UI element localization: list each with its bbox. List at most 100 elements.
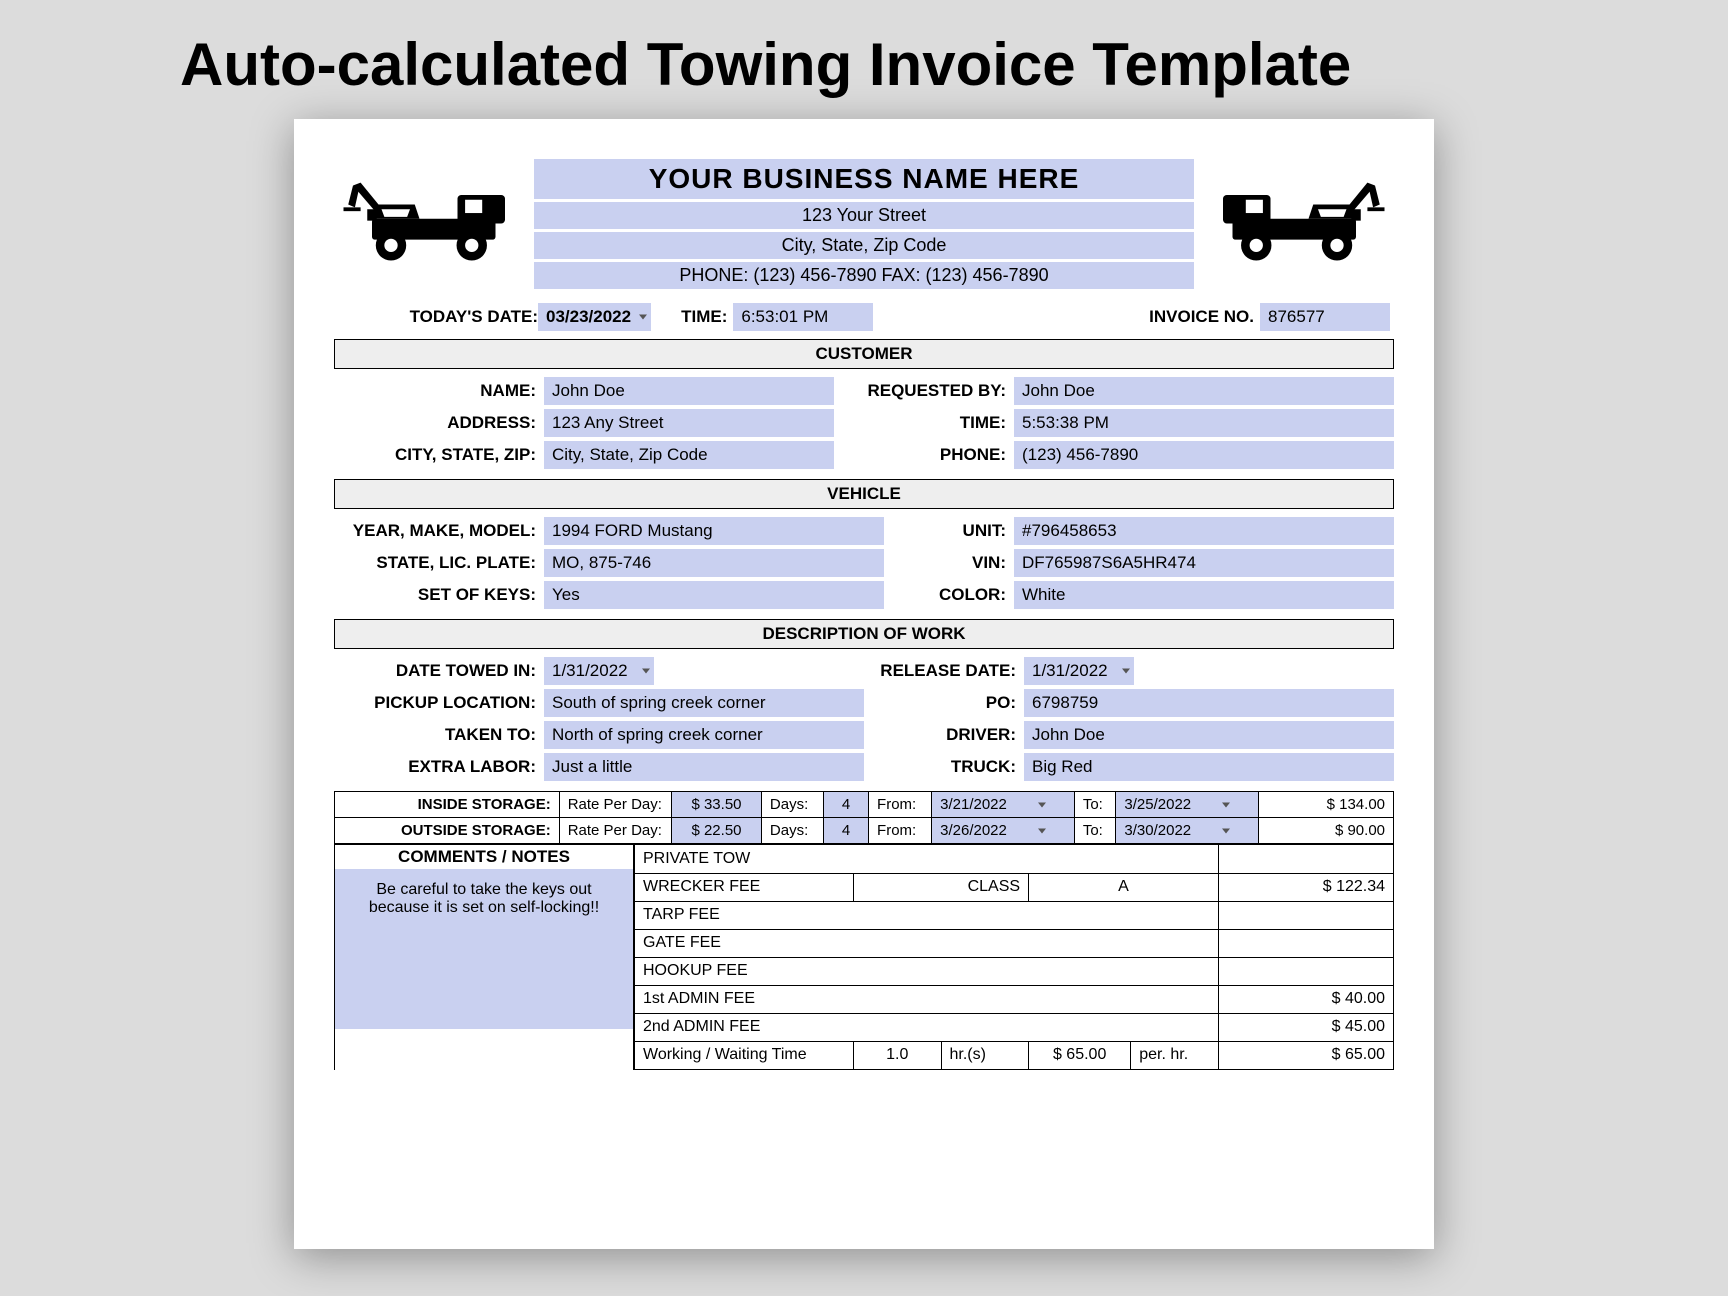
name-field[interactable]: John Doe bbox=[544, 377, 834, 405]
page-title: Auto-calculated Towing Invoice Template bbox=[0, 0, 1728, 119]
extra-labor-label: EXTRA LABOR: bbox=[334, 753, 544, 781]
release-date-field[interactable]: 1/31/2022 bbox=[1024, 657, 1134, 685]
customer-grid: NAME: John Doe REQUESTED BY: John Doe AD… bbox=[334, 377, 1394, 469]
from-label-2: From: bbox=[869, 818, 932, 844]
comments-field[interactable]: Be careful to take the keys out because … bbox=[335, 869, 633, 1029]
plate-field[interactable]: MO, 875-746 bbox=[544, 549, 884, 577]
admin2-amt: $ 45.00 bbox=[1218, 1013, 1393, 1041]
tow-truck-icon-left bbox=[334, 159, 524, 269]
color-label: COLOR: bbox=[884, 581, 1014, 609]
comments-fees-area: COMMENTS / NOTES Be careful to take the … bbox=[334, 844, 1394, 1070]
keys-field[interactable]: Yes bbox=[544, 581, 884, 609]
waiting-amt: $ 65.00 bbox=[1218, 1041, 1393, 1069]
customer-section-header: CUSTOMER bbox=[334, 339, 1394, 369]
invoice-no-label: INVOICE NO. bbox=[1149, 307, 1254, 327]
todays-date-field[interactable]: 03/23/2022 bbox=[538, 303, 651, 331]
admin2-label: 2nd ADMIN FEE bbox=[635, 1013, 1219, 1041]
admin1-row: 1st ADMIN FEE $ 40.00 bbox=[635, 985, 1394, 1013]
comments-header: COMMENTS / NOTES bbox=[335, 845, 633, 869]
tarp-amt[interactable] bbox=[1218, 901, 1393, 929]
work-grid: DATE TOWED IN: 1/31/2022 RELEASE DATE: 1… bbox=[334, 657, 1394, 781]
keys-label: SET OF KEYS: bbox=[334, 581, 544, 609]
unit-label: UNIT: bbox=[884, 517, 1014, 545]
outside-rate[interactable]: $ 22.50 bbox=[672, 818, 762, 844]
rate-label: Rate Per Day: bbox=[559, 792, 671, 818]
private-tow-amt[interactable] bbox=[1218, 845, 1393, 873]
pickup-loc-field[interactable]: South of spring creek corner bbox=[544, 689, 864, 717]
gate-amt[interactable] bbox=[1218, 929, 1393, 957]
business-name[interactable]: YOUR BUSINESS NAME HERE bbox=[534, 159, 1194, 199]
tarp-label: TARP FEE bbox=[635, 901, 1219, 929]
truck-field[interactable]: Big Red bbox=[1024, 753, 1394, 781]
class-label: CLASS bbox=[853, 873, 1028, 901]
ymm-field[interactable]: 1994 FORD Mustang bbox=[544, 517, 884, 545]
po-label: PO: bbox=[864, 689, 1024, 717]
cust-phone-field[interactable]: (123) 456-7890 bbox=[1014, 441, 1394, 469]
taken-to-field[interactable]: North of spring creek corner bbox=[544, 721, 864, 749]
inside-total: $ 134.00 bbox=[1259, 792, 1394, 818]
tarp-row: TARP FEE bbox=[635, 901, 1394, 929]
vehicle-section-header: VEHICLE bbox=[334, 479, 1394, 509]
csz-field[interactable]: City, State, Zip Code bbox=[544, 441, 834, 469]
driver-field[interactable]: John Doe bbox=[1024, 721, 1394, 749]
outside-from[interactable]: 3/26/2022 bbox=[932, 818, 1075, 844]
to-label-2: To: bbox=[1074, 818, 1116, 844]
address-field[interactable]: 123 Any Street bbox=[544, 409, 834, 437]
business-phone-fax[interactable]: PHONE: (123) 456-7890 FAX: (123) 456-789… bbox=[534, 262, 1194, 289]
ymm-label: YEAR, MAKE, MODEL: bbox=[334, 517, 544, 545]
waiting-hrs-unit: hr.(s) bbox=[941, 1041, 1029, 1069]
invoice-header: YOUR BUSINESS NAME HERE 123 Your Street … bbox=[334, 159, 1394, 289]
work-section-header: DESCRIPTION OF WORK bbox=[334, 619, 1394, 649]
po-field[interactable]: 6798759 bbox=[1024, 689, 1394, 717]
invoice-no-field[interactable]: 876577 bbox=[1260, 303, 1390, 331]
business-city[interactable]: City, State, Zip Code bbox=[534, 232, 1194, 259]
towed-in-field[interactable]: 1/31/2022 bbox=[544, 657, 654, 685]
color-field[interactable]: White bbox=[1014, 581, 1394, 609]
rate-label-2: Rate Per Day: bbox=[559, 818, 671, 844]
business-info: YOUR BUSINESS NAME HERE 123 Your Street … bbox=[534, 159, 1194, 289]
todays-date-label: TODAY'S DATE: bbox=[338, 307, 538, 327]
class-field[interactable]: A bbox=[1029, 873, 1219, 901]
outside-storage-row: OUTSIDE STORAGE: Rate Per Day: $ 22.50 D… bbox=[335, 818, 1394, 844]
waiting-hours[interactable]: 1.0 bbox=[853, 1041, 941, 1069]
fees-panel: PRIVATE TOW WRECKER FEE CLASS A $ 122.34… bbox=[634, 845, 1394, 1070]
unit-field[interactable]: #796458653 bbox=[1014, 517, 1394, 545]
hookup-row: HOOKUP FEE bbox=[635, 957, 1394, 985]
hookup-amt[interactable] bbox=[1218, 957, 1393, 985]
wrecker-row: WRECKER FEE CLASS A $ 122.34 bbox=[635, 873, 1394, 901]
inside-storage-row: INSIDE STORAGE: Rate Per Day: $ 33.50 Da… bbox=[335, 792, 1394, 818]
inside-days[interactable]: 4 bbox=[824, 792, 869, 818]
waiting-rate[interactable]: $ 65.00 bbox=[1029, 1041, 1131, 1069]
vehicle-grid: YEAR, MAKE, MODEL: 1994 FORD Mustang UNI… bbox=[334, 517, 1394, 609]
vin-field[interactable]: DF765987S6A5HR474 bbox=[1014, 549, 1394, 577]
time-field[interactable]: 6:53:01 PM bbox=[733, 303, 873, 331]
vin-label: VIN: bbox=[884, 549, 1014, 577]
to-label: To: bbox=[1074, 792, 1116, 818]
inside-rate[interactable]: $ 33.50 bbox=[672, 792, 762, 818]
invoice-meta-row: TODAY'S DATE: 03/23/2022 TIME: 6:53:01 P… bbox=[334, 303, 1394, 331]
address-label: ADDRESS: bbox=[334, 409, 544, 437]
invoice-document: YOUR BUSINESS NAME HERE 123 Your Street … bbox=[294, 119, 1434, 1249]
requested-by-label: REQUESTED BY: bbox=[834, 377, 1014, 405]
hookup-label: HOOKUP FEE bbox=[635, 957, 1219, 985]
csz-label: CITY, STATE, ZIP: bbox=[334, 441, 544, 469]
private-tow-row: PRIVATE TOW bbox=[635, 845, 1394, 873]
extra-labor-field[interactable]: Just a little bbox=[544, 753, 864, 781]
outside-to[interactable]: 3/30/2022 bbox=[1116, 818, 1259, 844]
inside-to[interactable]: 3/25/2022 bbox=[1116, 792, 1259, 818]
requested-by-field[interactable]: John Doe bbox=[1014, 377, 1394, 405]
waiting-per-unit: per. hr. bbox=[1131, 1041, 1219, 1069]
outside-total: $ 90.00 bbox=[1259, 818, 1394, 844]
cust-time-field[interactable]: 5:53:38 PM bbox=[1014, 409, 1394, 437]
truck-label: TRUCK: bbox=[864, 753, 1024, 781]
name-label: NAME: bbox=[334, 377, 544, 405]
from-label: From: bbox=[869, 792, 932, 818]
cust-phone-label: PHONE: bbox=[834, 441, 1014, 469]
admin1-amt: $ 40.00 bbox=[1218, 985, 1393, 1013]
tow-truck-icon-right bbox=[1204, 159, 1394, 269]
time-label: TIME: bbox=[681, 307, 727, 327]
outside-days[interactable]: 4 bbox=[824, 818, 869, 844]
business-street[interactable]: 123 Your Street bbox=[534, 202, 1194, 229]
inside-from[interactable]: 3/21/2022 bbox=[932, 792, 1075, 818]
driver-label: DRIVER: bbox=[864, 721, 1024, 749]
